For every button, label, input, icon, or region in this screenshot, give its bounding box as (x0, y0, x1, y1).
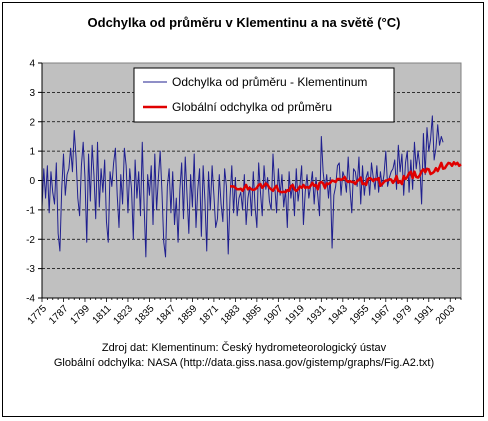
y-tick-label: 3 (29, 88, 35, 99)
x-tick-label: 1787 (47, 303, 71, 327)
source-note-nasa: Globální odchylka: NASA (http://data.gis… (54, 357, 434, 369)
x-tick-label: 1967 (369, 303, 393, 327)
x-tick-label: 1859 (176, 303, 200, 327)
x-tick-label: 1811 (91, 303, 114, 326)
legend-box (133, 67, 395, 123)
x-tick-label: 2003 (434, 303, 458, 327)
x-tick-label: 1775 (26, 303, 50, 327)
y-tick-label: -1 (26, 205, 35, 216)
x-tick-label: 1943 (326, 303, 350, 327)
x-tick-label: 1883 (219, 303, 243, 327)
series-line-klementinum (41, 115, 444, 258)
x-tick-label: 1991 (412, 303, 436, 327)
chart-title: Odchylka od průměru v Klementinu a na sv… (88, 15, 401, 30)
x-tick-label: 1919 (283, 303, 307, 327)
legend-label-global: Globální odchylka od průměru (172, 100, 332, 114)
y-tick-label: -4 (26, 294, 35, 305)
y-tick-label: -3 (26, 264, 35, 275)
x-tick-label: 1979 (391, 303, 415, 327)
x-tick-label: 1835 (133, 303, 157, 327)
x-tick-label: 1907 (262, 303, 286, 327)
y-axis: 4 3 2 1 0 -1 -2 -3 -4 (26, 59, 43, 305)
series-line-global (230, 161, 462, 194)
y-tick-label: 2 (29, 117, 35, 128)
y-tick-label: -2 (26, 235, 35, 246)
y-tick-label: 4 (29, 59, 35, 70)
x-axis: 1775178717991811182318351847185918711883… (26, 297, 462, 327)
legend: Odchylka od průměru - Klementinum Globáln… (133, 67, 395, 123)
x-tick-label: 1847 (154, 303, 178, 327)
y-tick-label: 1 (29, 147, 35, 158)
legend-label-klementinum: Odchylka od průměru - Klementinum (172, 75, 367, 89)
x-tick-label: 1955 (348, 303, 372, 327)
x-tick-label: 1931 (305, 303, 329, 327)
y-tick-label: 0 (29, 176, 35, 187)
x-tick-label: 1871 (197, 303, 221, 327)
x-tick-label: 1823 (112, 303, 136, 327)
x-tick-label: 1895 (240, 303, 264, 327)
x-tick-label: 1799 (69, 303, 93, 327)
source-note-klementinum: Zdroj dat: Klementinum: Český hydrometeo… (102, 341, 387, 354)
